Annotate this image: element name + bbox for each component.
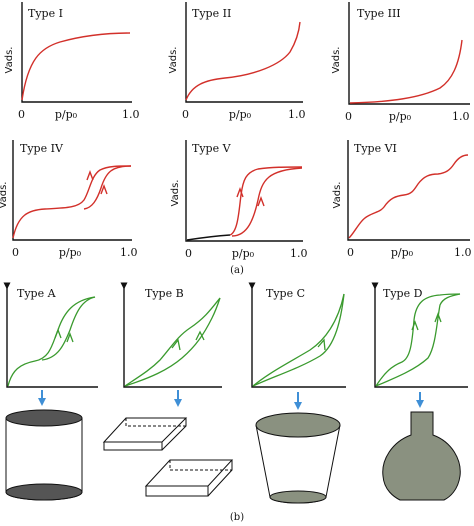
y-axis-label: Vads.: [170, 180, 181, 207]
panel-title: Type VI: [354, 142, 397, 155]
pore-truncated-cone: [255, 412, 341, 504]
panel-type-B: Type B: [102, 282, 234, 497]
panel-type-A: Type A: [3, 282, 98, 501]
panel-title: Type II: [192, 7, 231, 20]
panel-title: Type IV: [20, 142, 64, 155]
panel-type-V: Type V Vads. 0 p/p₀ 1.0: [170, 140, 308, 260]
panel-type-C: Type C: [248, 282, 346, 504]
panel-title: Type III: [357, 7, 401, 20]
y-axis-label: Vads.: [4, 47, 15, 74]
x-tick-end: 1.0: [290, 247, 308, 260]
x-tick-end: 1.0: [120, 246, 138, 259]
x-axis-label: p/p₀: [389, 110, 412, 123]
y-axis-label: Vads.: [332, 182, 343, 209]
pore-slit-plates: [102, 417, 234, 497]
x-axis-label: p/p₀: [55, 108, 78, 121]
panel-type-I: Type I Vads. 0 p/p₀ 1.0: [4, 2, 140, 121]
x-tick-start: 0: [345, 110, 352, 123]
y-axis-label: Vads.: [331, 47, 342, 74]
panel-title: Type D: [383, 287, 423, 300]
y-axis-label: Vads.: [0, 182, 9, 209]
x-tick-start: 0: [347, 246, 354, 259]
caption-a: (a): [230, 265, 244, 276]
caption-b: (b): [230, 512, 244, 523]
x-tick-end: 1.0: [288, 108, 306, 121]
x-tick-start: 0: [12, 246, 19, 259]
pore-ink-bottle: [382, 411, 461, 501]
panel-type-II: Type II Vads. 0 p/p₀ 1.0: [168, 2, 306, 121]
panel-title: Type V: [192, 142, 232, 155]
x-tick-start: 0: [185, 247, 192, 260]
panel-title: Type A: [17, 287, 57, 300]
x-tick-end: 1.0: [122, 108, 140, 121]
x-axis-label: p/p₀: [229, 108, 252, 121]
x-axis-label: p/p₀: [59, 246, 82, 259]
x-axis-label: p/p₀: [232, 247, 255, 260]
x-tick-end: 1.0: [452, 110, 470, 123]
panel-title: Type B: [145, 287, 184, 300]
x-tick-start: 0: [182, 108, 189, 121]
x-tick-start: 0: [18, 108, 25, 121]
x-tick-end: 1.0: [454, 246, 472, 259]
panel-type-IV: Type IV Vads. 0 p/p₀ 1.0: [0, 140, 138, 259]
y-axis-label: Vads.: [168, 47, 179, 74]
pore-cylinder: [5, 409, 83, 501]
panel-type-III: Type III Vads. 0 p/p₀ 1.0: [331, 2, 470, 123]
x-axis-label: p/p₀: [391, 246, 414, 259]
panel-type-VI: Type VI Vads. 0 p/p₀ 1.0: [332, 140, 472, 259]
panel-title: Type I: [28, 7, 63, 20]
panel-title: Type C: [266, 287, 305, 300]
panel-type-D: Type D: [371, 282, 468, 501]
